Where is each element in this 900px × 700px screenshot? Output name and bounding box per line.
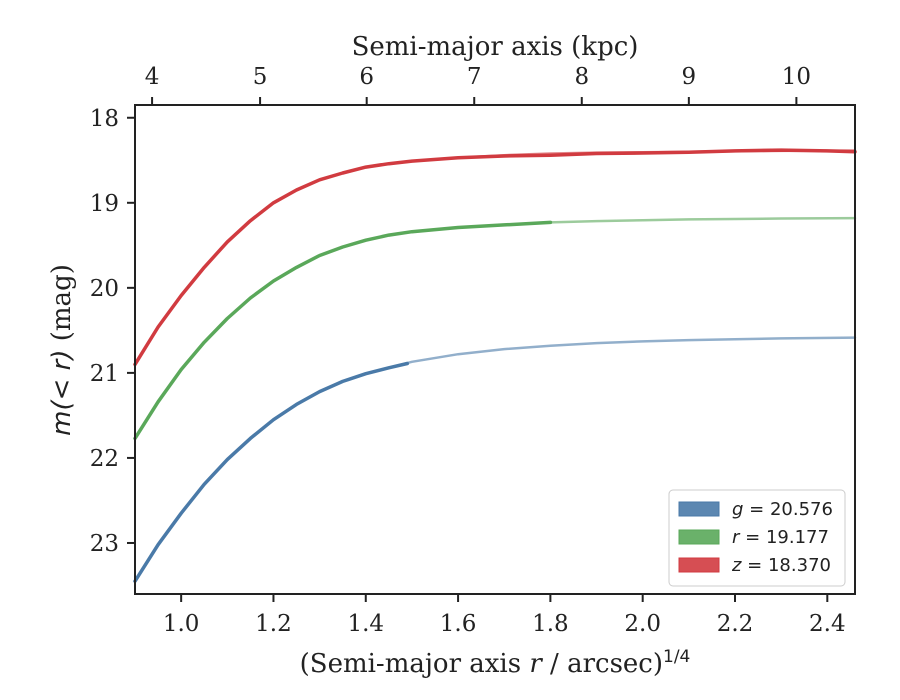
- legend-swatch-r: [678, 529, 720, 545]
- legend-value: 18.370: [768, 555, 831, 576]
- legend-label-r: r = 19.177: [732, 527, 829, 548]
- plot-frame: [134, 104, 856, 595]
- series-r-model-line: [549, 216, 857, 224]
- series-g-observed-line: [133, 361, 410, 583]
- y-tick-label: 22: [90, 446, 119, 472]
- x-axis-label-suffix: / arcsec): [542, 649, 663, 679]
- legend-equals: =: [739, 527, 766, 548]
- x-tick-label: 1.8: [532, 611, 569, 637]
- x-axis-label-prefix: (Semi-major axis: [300, 649, 530, 679]
- x-axis-label-variable: r: [529, 649, 543, 679]
- top-x-tick-label: 5: [253, 64, 268, 90]
- y-tick-label: 19: [90, 191, 119, 217]
- x-tick-label: 2.2: [717, 611, 754, 637]
- top-x-tick-label: 7: [467, 64, 482, 90]
- x-tick-label: 1.6: [440, 611, 477, 637]
- x-tick-label: 2.4: [809, 611, 846, 637]
- legend-item-g: g = 20.576: [678, 499, 833, 520]
- series-r: [133, 216, 857, 441]
- x-tick-label: 1.4: [347, 611, 384, 637]
- series-g-model-line: [364, 336, 857, 375]
- legend-band: z: [731, 555, 742, 576]
- legend-equals: =: [743, 499, 770, 520]
- legend-band: r: [732, 527, 741, 548]
- y-axis: 18 19 20 21 22 23: [90, 106, 135, 557]
- y-axis-label: m(< r) (mag): [47, 264, 77, 436]
- series-layer: [133, 148, 857, 583]
- y-axis-label-unit: (mag): [47, 264, 77, 349]
- x-axis-label: (Semi-major axis r / arcsec)1/4: [300, 647, 691, 679]
- x-axis-label-exponent: 1/4: [663, 647, 690, 667]
- legend-value: 19.177: [766, 527, 829, 548]
- legend-item-r: r = 19.177: [678, 527, 829, 548]
- top-x-axis-label: Semi-major axis (kpc): [352, 32, 639, 62]
- top-x-tick-label: 4: [145, 64, 160, 90]
- legend-value: 20.576: [770, 499, 833, 520]
- series-z: [133, 148, 857, 367]
- legend-item-z: z = 18.370: [678, 555, 831, 576]
- y-tick-label: 18: [90, 106, 119, 132]
- series-g: [133, 336, 857, 583]
- y-axis-label-symbol: m: [47, 411, 77, 436]
- series-r-observed-line: [133, 220, 553, 441]
- top-x-tick-label: 10: [782, 64, 811, 90]
- x-tick-label: 1.2: [255, 611, 292, 637]
- y-tick-label: 21: [90, 361, 119, 387]
- legend-band: g: [732, 499, 743, 520]
- legend: g = 20.576 r = 19.177 z = 18.370: [668, 489, 846, 587]
- legend-label-g: g = 20.576: [732, 499, 833, 520]
- top-x-tick-label: 8: [574, 64, 589, 90]
- y-tick-label: 23: [90, 531, 119, 557]
- top-x-tick-label: 6: [359, 64, 374, 90]
- x-tick-label: 1.0: [163, 611, 200, 637]
- legend-swatch-z: [678, 557, 720, 573]
- bottom-x-axis: 1.0 1.2 1.4 1.6 1.8 2.0 2.2 2.4: [163, 594, 846, 637]
- x-tick-label: 2.0: [624, 611, 661, 637]
- y-tick-label: 20: [90, 276, 119, 302]
- top-x-axis: 4 5 6 7 8 9 10: [145, 64, 811, 105]
- legend-label-z: z = 18.370: [731, 555, 831, 576]
- legend-equals: =: [741, 555, 768, 576]
- legend-swatch-g: [678, 501, 720, 517]
- top-x-tick-label: 9: [682, 64, 697, 90]
- series-z-observed-line: [133, 148, 857, 367]
- y-axis-label-math: (< r): [47, 350, 77, 411]
